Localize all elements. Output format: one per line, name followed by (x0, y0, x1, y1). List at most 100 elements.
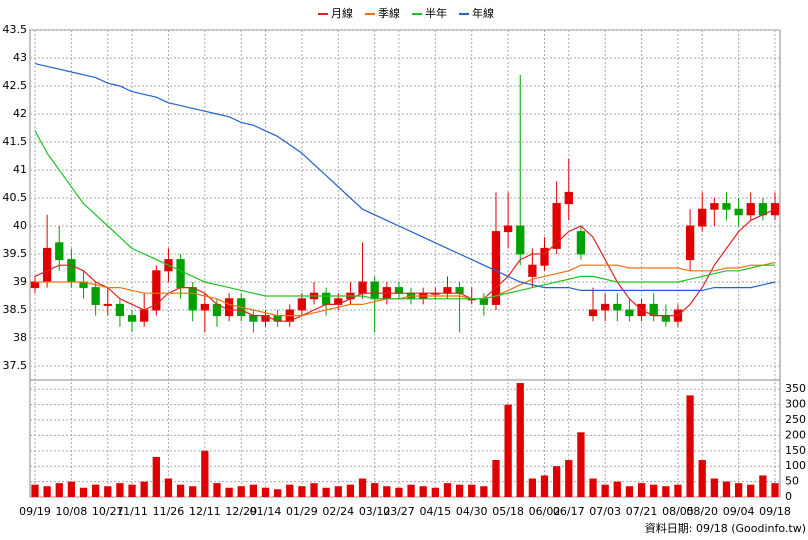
candle-body (503, 225, 513, 233)
source-note: 資料日期: 09/18 (Goodinfo.tw) (645, 521, 806, 535)
candle-body (358, 281, 367, 294)
x-tick-label: 11/26 (153, 505, 185, 518)
x-tick-label: 02/24 (322, 505, 354, 518)
volume-bar (358, 478, 367, 497)
x-tick-label: 03/27 (383, 505, 415, 518)
volume-tick-label: 200 (785, 428, 806, 441)
candle-body (588, 309, 598, 317)
volume-bar (92, 484, 100, 497)
candle-body (249, 315, 258, 322)
legend-label: 季線 (378, 6, 400, 20)
volume-bar (734, 483, 743, 497)
candle-body (370, 281, 379, 300)
y-tick-label: 42.5 (3, 79, 28, 92)
x-tick-label: 01/29 (286, 505, 318, 518)
volume-bar (43, 486, 51, 497)
x-tick-label: 05/18 (492, 505, 524, 518)
volume-bar (164, 478, 173, 497)
volume-bar (674, 484, 682, 497)
candle-body (540, 247, 549, 266)
volume-bar (176, 484, 185, 497)
x-tick-label: 10/27 (92, 505, 124, 518)
volume-bar (383, 486, 391, 497)
candle-body (42, 247, 52, 283)
x-tick-label: 08/05 (662, 505, 694, 518)
volume-bar (540, 475, 549, 497)
y-tick-label: 40 (13, 219, 27, 232)
x-tick-label: 12/29 (225, 505, 257, 518)
volume-bar (601, 484, 609, 497)
ma-line (34, 63, 776, 291)
volume-bar (577, 432, 585, 497)
volume-bar (237, 486, 245, 497)
plot-frame (29, 29, 781, 498)
volume-bar (686, 395, 694, 497)
candle-body (698, 208, 707, 227)
candle-body (176, 259, 185, 289)
x-tick-label: 09/18 (759, 505, 791, 518)
volume-bar (710, 478, 718, 497)
x-tick-label: 07/03 (589, 505, 621, 518)
volume-bar (286, 484, 294, 497)
candle-body (722, 203, 731, 210)
volume-bar (334, 486, 342, 497)
volume-bar (189, 486, 197, 497)
volume-bar (407, 484, 415, 497)
candle-body (152, 270, 161, 311)
candle-body (67, 259, 76, 283)
candle-body (734, 208, 743, 216)
legend-label: 年線 (472, 6, 494, 20)
candle-body (455, 287, 464, 294)
ma-line (34, 130, 775, 300)
volume-bar (249, 484, 257, 497)
candle-body (394, 287, 404, 294)
volume-bar (322, 487, 330, 497)
candle-body (746, 203, 755, 216)
volume-bar (480, 486, 488, 497)
y-tick-label: 40.5 (3, 191, 28, 204)
y-tick-label: 41.5 (3, 135, 28, 148)
legend-label: 月線 (331, 6, 353, 20)
candle-body (322, 292, 331, 305)
candle-body (91, 287, 100, 305)
volume-bar (273, 489, 282, 497)
candle-body (115, 303, 125, 317)
candle-body (188, 287, 197, 311)
candle-body (661, 315, 670, 322)
candle-body (224, 298, 234, 317)
volume-bar (55, 483, 63, 497)
y-tick-label: 37.5 (3, 359, 28, 372)
volume-bar (528, 478, 537, 497)
y-tick-label: 43 (13, 51, 27, 64)
volume-bar (516, 383, 524, 497)
legend-label: 半年 (425, 6, 447, 20)
volume-bar (152, 456, 160, 497)
x-tick-label: 01/14 (250, 505, 282, 518)
x-tick-label: 04/30 (456, 505, 488, 518)
candle-body (528, 264, 537, 277)
x-tick-label: 03/12 (359, 505, 391, 518)
y-tick-label: 41 (13, 163, 27, 176)
candle-body (200, 303, 209, 311)
volume-bar (298, 486, 306, 497)
volume-bar (771, 483, 779, 497)
volume-bar (31, 484, 39, 497)
volume-bar (225, 487, 233, 497)
candle-body (443, 287, 452, 294)
x-tick-label: 09/04 (723, 505, 755, 518)
candle-body (491, 231, 501, 305)
candle-body (564, 191, 573, 205)
candle-body (685, 225, 695, 261)
volume-bar (589, 478, 597, 497)
volume-bar (443, 483, 452, 497)
volume-bar (310, 483, 318, 497)
x-tick-label: 09/19 (19, 505, 51, 518)
volume-bar (504, 404, 512, 497)
volume-bar (116, 483, 124, 497)
candle-body (625, 309, 634, 317)
y-tick-label: 43.5 (3, 23, 28, 36)
volume-tick-label: 350 (785, 382, 806, 395)
volume-bar (201, 450, 209, 497)
volume-bar (625, 486, 634, 497)
volume-bar (140, 481, 148, 497)
